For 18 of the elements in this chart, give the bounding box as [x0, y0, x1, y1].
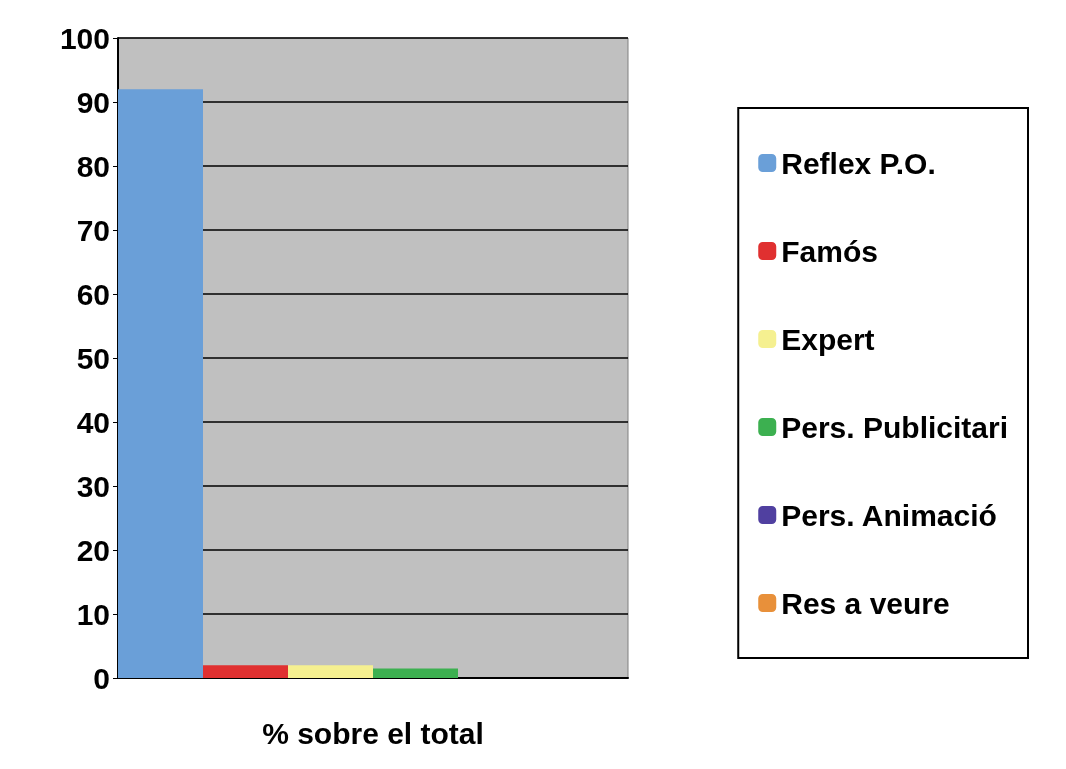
legend-label: Famós	[781, 234, 878, 268]
legend-label: Reflex P.O.	[781, 146, 936, 180]
y-tick-label: 50	[76, 341, 110, 375]
legend-label: Pers. Animació	[781, 498, 997, 532]
y-tick-label: 70	[76, 213, 110, 247]
y-tick-label: 100	[59, 21, 110, 55]
y-tick-label: 30	[76, 469, 110, 503]
y-tick-label: 80	[76, 149, 110, 183]
y-tick-label: 40	[76, 405, 110, 439]
y-tick-label: 90	[76, 85, 110, 119]
y-tick-label: 10	[76, 597, 110, 631]
y-tick-label: 20	[76, 533, 110, 567]
x-axis-title: % sobre el total	[262, 716, 484, 750]
legend-label: Res a veure	[781, 586, 950, 620]
y-tick-label: 60	[76, 277, 110, 311]
y-tick-label: 0	[93, 661, 110, 695]
legend-label: Pers. Publicitari	[781, 410, 1009, 444]
legend-label: Expert	[781, 322, 875, 356]
